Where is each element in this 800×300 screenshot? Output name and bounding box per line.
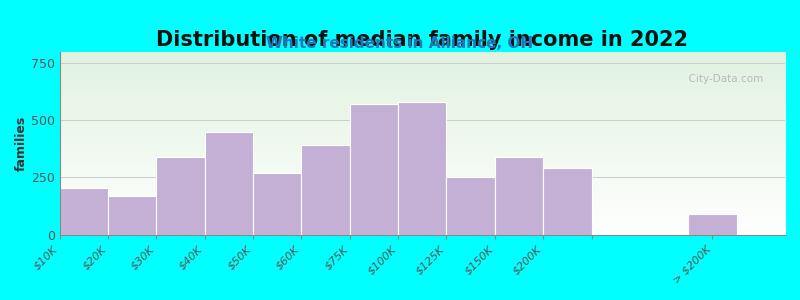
Y-axis label: families: families	[15, 116, 28, 171]
Bar	[350, 104, 398, 235]
Bar	[495, 157, 543, 235]
Bar	[543, 168, 591, 235]
Text: City-Data.com: City-Data.com	[682, 74, 763, 83]
Bar	[253, 173, 302, 235]
Bar	[398, 102, 446, 235]
Bar	[302, 145, 350, 235]
Title: Distribution of median family income in 2022: Distribution of median family income in …	[156, 30, 688, 50]
Bar	[108, 196, 156, 235]
Bar	[60, 188, 108, 235]
Bar	[446, 177, 495, 235]
Text: White residents in Alliance, OH: White residents in Alliance, OH	[266, 36, 534, 51]
Bar	[688, 214, 737, 235]
Bar	[205, 132, 253, 235]
Bar	[156, 157, 205, 235]
